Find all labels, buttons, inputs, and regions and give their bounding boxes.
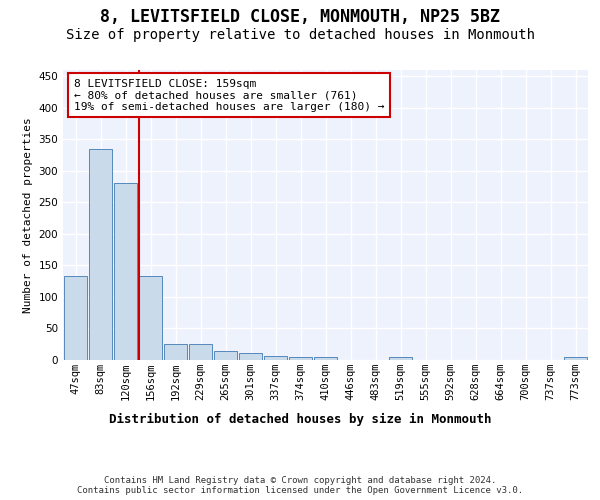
Bar <box>214 350 237 360</box>
Text: Size of property relative to detached houses in Monmouth: Size of property relative to detached ho… <box>65 28 535 42</box>
Text: 8 LEVITSFIELD CLOSE: 159sqm
← 80% of detached houses are smaller (761)
19% of se: 8 LEVITSFIELD CLOSE: 159sqm ← 80% of det… <box>74 78 384 112</box>
Bar <box>564 358 587 360</box>
Text: 8, LEVITSFIELD CLOSE, MONMOUTH, NP25 5BZ: 8, LEVITSFIELD CLOSE, MONMOUTH, NP25 5BZ <box>100 8 500 26</box>
Text: Contains HM Land Registry data © Crown copyright and database right 2024.
Contai: Contains HM Land Registry data © Crown c… <box>77 476 523 495</box>
Bar <box>64 276 87 360</box>
Bar <box>389 358 412 360</box>
Bar <box>164 344 187 360</box>
Text: Distribution of detached houses by size in Monmouth: Distribution of detached houses by size … <box>109 412 491 426</box>
Bar <box>189 344 212 360</box>
Bar <box>314 357 337 360</box>
Y-axis label: Number of detached properties: Number of detached properties <box>23 117 33 313</box>
Bar <box>239 353 262 360</box>
Bar <box>264 356 287 360</box>
Bar <box>89 149 112 360</box>
Bar <box>139 276 162 360</box>
Bar <box>114 183 137 360</box>
Bar <box>289 357 312 360</box>
